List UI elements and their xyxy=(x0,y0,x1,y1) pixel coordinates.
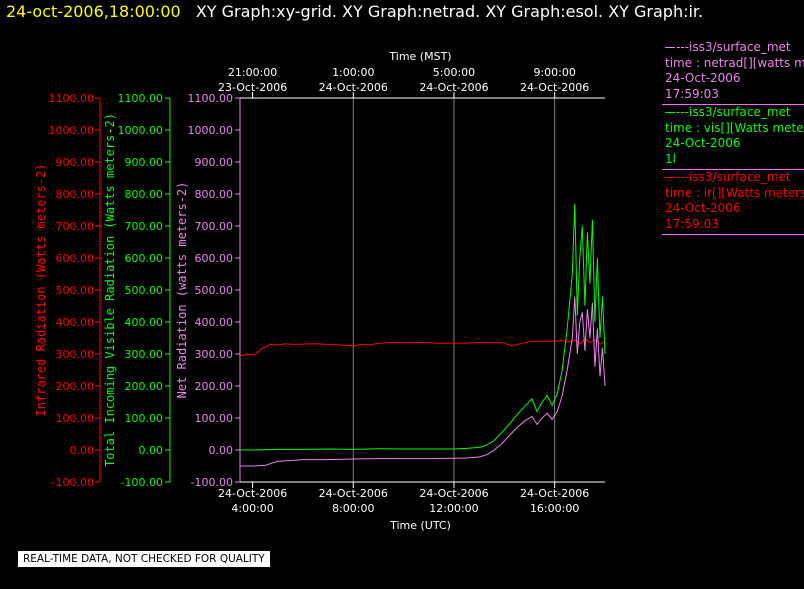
y-tick-label: 300.00 xyxy=(195,348,234,361)
legend-line-swatch xyxy=(665,177,675,178)
y-tick-label: 100.00 xyxy=(56,412,95,425)
y-tick-label: -100.00 xyxy=(191,476,233,489)
y-tick-label: 800.00 xyxy=(125,188,164,201)
y-tick-label: 300.00 xyxy=(125,348,164,361)
x-top-axis-title: Time (MST) xyxy=(388,50,451,63)
y-axis-title: Total Incoming Visible Radiation (Watts … xyxy=(103,113,117,467)
x-top-tick-time: 21:00:00 xyxy=(228,66,277,79)
legend-time: 1l xyxy=(665,151,676,166)
x-top-tick-date: 24-Oct-2006 xyxy=(520,81,589,94)
legend-variable: time : ir[][Watts meters xyxy=(665,185,804,200)
x-bottom-tick-time: 16:00:00 xyxy=(530,502,579,515)
x-bottom-tick-date: 24-Oct-2006 xyxy=(319,487,388,500)
y-tick-label: 100.00 xyxy=(125,412,164,425)
series-line-ir xyxy=(239,337,606,357)
y-tick-label: 500.00 xyxy=(56,284,95,297)
y-tick-label: 1000.00 xyxy=(188,124,234,137)
y-tick-label: -100.00 xyxy=(52,476,94,489)
x-bottom-tick-time: 12:00:00 xyxy=(429,502,478,515)
y-tick-label: 200.00 xyxy=(125,380,164,393)
legend-entry-netrad: ---iss3/surface_met time : netrad[][watt… xyxy=(662,40,804,105)
x-bottom-axis-title: Time (UTC) xyxy=(389,519,451,532)
y-tick-label: 400.00 xyxy=(195,316,234,329)
series-line-vis xyxy=(240,203,606,451)
y-tick-label: 400.00 xyxy=(56,316,95,329)
y-tick-label: 600.00 xyxy=(125,252,164,265)
y-tick-label: 200.00 xyxy=(195,380,234,393)
x-top-tick-time: 1:00:00 xyxy=(332,66,374,79)
legend-time: 17:59:03 xyxy=(665,216,719,231)
header-timestamp: 24-oct-2006,18:00:00 xyxy=(6,2,181,21)
x-top-tick-time: 9:00:00 xyxy=(533,66,575,79)
y-tick-label: 700.00 xyxy=(195,220,234,233)
legend-entry-ir: ---iss3/surface_met time : ir[][Watts me… xyxy=(662,170,804,235)
y-tick-label: 900.00 xyxy=(56,156,95,169)
y-tick-label: 1100.00 xyxy=(49,92,95,105)
x-bottom-tick-time: 8:00:00 xyxy=(332,502,374,515)
legend-variable: time : netrad[][watts met xyxy=(665,55,804,70)
legend-date: 24-Oct-2006 xyxy=(665,201,741,215)
y-axis-title: Infrared Radiation (Watts meters-2) xyxy=(34,164,48,417)
x-top-tick-date: 24-Oct-2006 xyxy=(319,81,388,94)
y-tick-label: 100.00 xyxy=(195,412,234,425)
y-tick-label: 900.00 xyxy=(195,156,234,169)
y-tick-label: -100.00 xyxy=(121,476,163,489)
y-tick-label: 1000.00 xyxy=(118,124,164,137)
x-bottom-tick-date: 24-Oct-2006 xyxy=(520,487,589,500)
x-top-tick-date: 23-Oct-2006 xyxy=(218,81,287,94)
y-tick-label: 0.00 xyxy=(209,444,234,457)
y-tick-label: 500.00 xyxy=(195,284,234,297)
y-tick-label: 700.00 xyxy=(125,220,164,233)
y-tick-label: 500.00 xyxy=(125,284,164,297)
x-bottom-tick-time: 4:00:00 xyxy=(231,502,273,515)
y-tick-label: 400.00 xyxy=(125,316,164,329)
legend-entry-vis: ---iss3/surface_met time : vis[][Watts m… xyxy=(662,105,804,170)
quality-notice: REAL-TIME DATA, NOT CHECKED FOR QUALITY xyxy=(18,551,270,567)
y-tick-label: 800.00 xyxy=(56,188,95,201)
legend: ---iss3/surface_met time : netrad[][watt… xyxy=(662,40,804,235)
series-line-netrad xyxy=(240,296,606,467)
x-top-tick-date: 24-Oct-2006 xyxy=(419,81,488,94)
y-tick-label: 600.00 xyxy=(195,252,234,265)
legend-date: 24-Oct-2006 xyxy=(665,71,741,85)
x-bottom-tick-date: 24-Oct-2006 xyxy=(419,487,488,500)
legend-time: 17:59:03 xyxy=(665,86,719,101)
header-graph-list: XY Graph:xy-grid. XY Graph:netrad. XY Gr… xyxy=(195,2,704,21)
y-tick-label: 1000.00 xyxy=(49,124,95,137)
y-axis-title: Net Radiation (watts meters-2) xyxy=(175,182,189,399)
legend-variable: time : vis[][Watts meters xyxy=(665,120,804,135)
y-tick-label: 0.00 xyxy=(70,444,95,457)
header: 24-oct-2006,18:00:00 XY Graph:xy-grid. X… xyxy=(6,2,703,21)
x-bottom-tick-date: 24-Oct-2006 xyxy=(218,487,287,500)
y-tick-label: 0.00 xyxy=(139,444,164,457)
legend-line-swatch xyxy=(665,47,675,48)
y-tick-label: 800.00 xyxy=(195,188,234,201)
y-tick-label: 200.00 xyxy=(56,380,95,393)
x-top-tick-time: 5:00:00 xyxy=(433,66,475,79)
legend-source: ---iss3/surface_met xyxy=(676,105,791,119)
legend-line-swatch xyxy=(665,112,675,113)
y-tick-label: 900.00 xyxy=(125,156,164,169)
y-tick-label: 300.00 xyxy=(56,348,95,361)
y-tick-label: 1100.00 xyxy=(118,92,164,105)
legend-source: ---iss3/surface_met xyxy=(676,40,791,54)
y-tick-label: 1100.00 xyxy=(188,92,234,105)
legend-date: 24-Oct-2006 xyxy=(665,136,741,150)
y-tick-label: 700.00 xyxy=(56,220,95,233)
y-tick-label: 600.00 xyxy=(56,252,95,265)
legend-source: ---iss3/surface_met xyxy=(676,170,791,184)
